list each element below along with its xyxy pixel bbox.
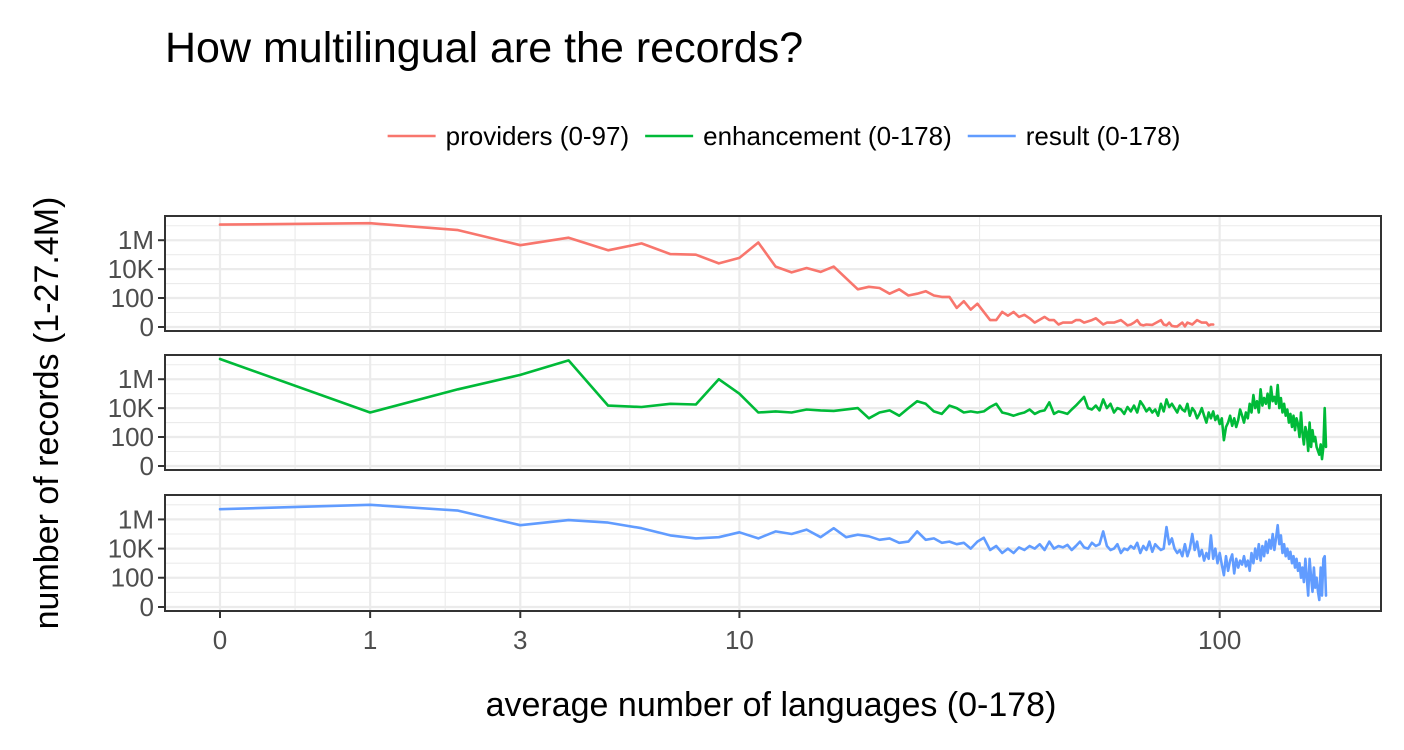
y-tick-label: 1M xyxy=(118,225,154,255)
legend-label: providers (0-97) xyxy=(446,121,630,151)
y-tick-label: 10K xyxy=(108,393,155,423)
legend-label: result (0-178) xyxy=(1026,121,1181,151)
x-tick-label: 1 xyxy=(363,625,377,655)
panel-border xyxy=(164,215,1382,332)
x-tick-label: 3 xyxy=(513,625,527,655)
y-tick-label: 100 xyxy=(111,422,154,452)
y-tick-label: 1M xyxy=(118,364,154,394)
series-line-3 xyxy=(218,503,1328,602)
series-line-1 xyxy=(218,221,1215,328)
y-tick-label: 0 xyxy=(140,592,154,622)
x-tick-label: 100 xyxy=(1198,625,1241,655)
y-tick-label: 100 xyxy=(111,563,154,593)
panel-background xyxy=(165,216,1381,331)
legend-label: enhancement (0-178) xyxy=(703,121,952,151)
panel-border xyxy=(164,354,1382,471)
x-tick-label: 10 xyxy=(725,625,754,655)
x-axis-title: average number of languages (0-178) xyxy=(486,686,1057,724)
y-tick-label: 10K xyxy=(108,254,155,284)
y-tick-label: 0 xyxy=(140,451,154,481)
y-axis-title: number of records (1-27.4M) xyxy=(28,197,66,630)
chart-title: How multilingual are the records? xyxy=(165,24,803,72)
x-axis: 0 1 3 10 100 xyxy=(213,611,1241,655)
y-tick-label: 10K xyxy=(108,534,155,564)
y-tick-label: 0 xyxy=(140,312,154,342)
y-tick-label: 100 xyxy=(111,283,154,313)
x-tick-label: 0 xyxy=(213,625,227,655)
legend: providers (0-97) enhancement (0-178) resul… xyxy=(387,121,1181,151)
series-line-2 xyxy=(218,357,1328,461)
y-tick-label: 1M xyxy=(118,504,154,534)
panel-border xyxy=(164,494,1382,612)
